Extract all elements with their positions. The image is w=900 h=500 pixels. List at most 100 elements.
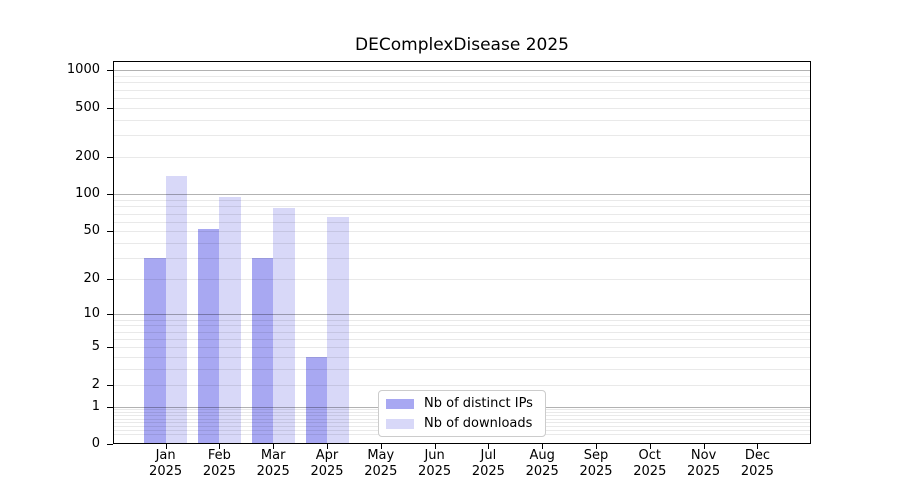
y-tick-label: 0: [91, 436, 100, 451]
x-tick-mark: [219, 444, 221, 449]
minor-gridline: [114, 231, 810, 233]
x-tick-year: 2025: [579, 464, 613, 479]
x-tick-mark: [542, 444, 544, 449]
x-tick-month: Sep: [583, 448, 609, 463]
y-tick-label: 50: [83, 223, 100, 239]
major-gridline: [114, 194, 810, 196]
legend-label-distinct-ips: Nb of distinct IPs: [424, 396, 533, 411]
x-tick-label-feb: Feb 2025: [191, 448, 247, 480]
minor-gridline: [114, 325, 810, 327]
x-tick-month: Aug: [529, 448, 555, 463]
x-tick-year: 2025: [471, 464, 505, 479]
legend-swatch-distinct-ips: [386, 398, 414, 409]
x-tick-month: Apr: [315, 448, 339, 463]
x-tick-mark: [488, 444, 490, 449]
minor-gridline: [114, 82, 810, 84]
y-tick-label: 200: [75, 149, 100, 165]
y-tick-mark: [107, 347, 113, 349]
y-tick-mark: [107, 231, 113, 233]
x-tick-year: 2025: [256, 464, 290, 479]
x-tick-label-sep: Sep 2025: [568, 448, 624, 480]
x-tick-mark: [380, 444, 382, 449]
x-tick-year: 2025: [149, 464, 183, 479]
plot-area: [113, 61, 811, 444]
chart-title: DEComplexDisease 2025: [355, 35, 569, 55]
minor-gridline: [114, 243, 810, 245]
y-tick-label: 500: [75, 99, 100, 115]
y-tick-label: 1000: [66, 62, 100, 78]
minor-gridline: [114, 89, 810, 91]
x-tick-label-apr: Apr 2025: [299, 448, 355, 480]
x-tick-mark: [327, 444, 328, 449]
bar-distinct-ips-jan: [144, 258, 166, 443]
legend-item-distinct-ips: Nb of distinct IPs: [386, 396, 545, 411]
minor-gridline: [114, 200, 810, 202]
x-tick-mark: [165, 444, 167, 449]
bar-distinct-ips-mar: [251, 258, 274, 443]
y-tick-mark: [107, 406, 113, 408]
x-tick-year: 2025: [687, 464, 721, 479]
minor-gridline: [114, 135, 810, 137]
minor-gridline: [114, 384, 810, 386]
major-gridline: [114, 70, 810, 72]
y-tick-mark: [107, 279, 113, 281]
y-tick-mark: [107, 194, 113, 196]
bar-downloads-jan: [165, 176, 188, 443]
x-tick-year: 2025: [633, 464, 667, 479]
x-tick-month: Dec: [744, 448, 770, 463]
major-gridline: [114, 314, 810, 316]
x-tick-label-nov: Nov 2025: [676, 448, 732, 480]
x-tick-month: Mar: [260, 448, 286, 463]
minor-gridline: [114, 98, 810, 100]
bar-downloads-apr: [327, 217, 349, 443]
y-tick-label: 20: [83, 271, 100, 287]
minor-gridline: [114, 279, 810, 281]
y-tick-mark: [107, 157, 113, 159]
x-tick-year: 2025: [202, 464, 236, 479]
minor-gridline: [114, 331, 810, 333]
x-tick-month: May: [367, 448, 395, 463]
minor-gridline: [114, 338, 810, 340]
legend: Nb of distinct IPs Nb of downloads: [378, 390, 546, 437]
y-tick-label: 10: [83, 306, 100, 322]
x-tick-year: 2025: [310, 464, 344, 479]
y-tick-label: 5: [91, 339, 100, 355]
y-tick-label: 1: [91, 398, 100, 414]
bar-distinct-ips-feb: [197, 229, 220, 443]
bar-downloads-mar: [273, 207, 295, 443]
minor-gridline: [114, 157, 810, 159]
x-tick-mark: [703, 444, 705, 449]
x-tick-month: Oct: [638, 448, 662, 463]
minor-gridline: [114, 76, 810, 78]
x-tick-month: Jun: [424, 448, 445, 463]
y-tick-mark: [107, 70, 113, 72]
minor-gridline: [114, 369, 810, 371]
y-tick-mark: [107, 107, 113, 109]
minor-gridline: [114, 107, 810, 109]
x-tick-year: 2025: [525, 464, 559, 479]
x-tick-mark: [434, 444, 436, 449]
x-tick-year: 2025: [740, 464, 774, 479]
x-tick-label-jan: Jan 2025: [138, 448, 194, 480]
bar-distinct-ips-apr: [305, 356, 327, 443]
x-tick-label-mar: Mar 2025: [245, 448, 301, 480]
x-tick-label-aug: Aug 2025: [514, 448, 570, 480]
y-tick-label: 2: [91, 376, 100, 392]
y-tick-label: 100: [75, 186, 100, 202]
x-tick-mark: [273, 444, 275, 449]
x-tick-month: Feb: [207, 448, 231, 463]
legend-label-downloads: Nb of downloads: [424, 416, 533, 431]
x-tick-month: Nov: [690, 448, 717, 463]
x-tick-year: 2025: [364, 464, 398, 479]
minor-gridline: [114, 221, 810, 223]
x-tick-mark: [757, 444, 759, 449]
x-tick-mark: [596, 444, 597, 449]
minor-gridline: [114, 356, 810, 358]
x-tick-year: 2025: [418, 464, 452, 479]
y-tick-mark: [107, 384, 113, 386]
legend-swatch-downloads: [386, 418, 414, 429]
x-tick-label-jun: Jun 2025: [407, 448, 463, 480]
minor-gridline: [114, 347, 810, 349]
x-tick-month: Jan: [155, 448, 176, 463]
